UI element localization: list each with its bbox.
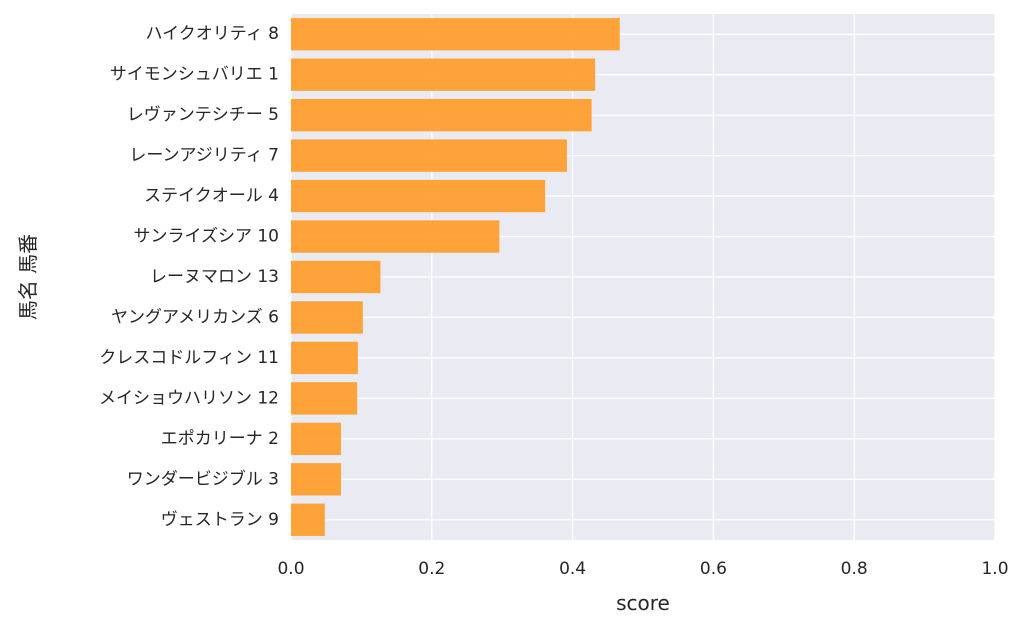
bar (291, 382, 358, 415)
y-tick-label: メイショウハリソン 12 (99, 388, 279, 408)
y-tick-label: ハイクオリティ 8 (145, 24, 279, 44)
x-tick-labels: 0.0 0.2 0.4 0.6 0.8 1.0 (277, 559, 1008, 579)
bars (291, 18, 620, 536)
bar (291, 260, 381, 294)
bar (291, 301, 363, 334)
bar (291, 422, 341, 456)
bar (291, 58, 596, 91)
y-axis-title: 馬名 馬番 (16, 234, 40, 320)
x-tick-label: 0.6 (700, 559, 727, 579)
y-tick-label: レーヌマロン 13 (150, 267, 279, 287)
bar (291, 139, 567, 172)
bar (291, 503, 325, 536)
bar (291, 179, 546, 213)
x-tick-label: 0.8 (841, 559, 868, 579)
x-axis-title: score (616, 591, 670, 615)
y-tick-label: ヤングアメリカンズ 6 (111, 307, 279, 327)
y-tick-label: レヴァンテシチー 5 (127, 105, 279, 125)
bar (291, 220, 500, 253)
x-tick-label: 0.4 (559, 559, 586, 579)
bar (291, 463, 341, 496)
y-tick-label: クレスコドルフィン 11 (99, 348, 279, 368)
y-tick-label: ワンダービジブル 3 (127, 468, 279, 489)
y-tick-label: レーンアジリティ 7 (129, 146, 279, 166)
y-tick-label: ステイクオール 4 (144, 186, 279, 206)
x-tick-label: 1.0 (981, 559, 1008, 579)
bar (291, 341, 358, 375)
y-tick-label: ヴェストラン 9 (161, 510, 279, 530)
y-tick-label: エポカリーナ 2 (161, 429, 279, 449)
y-tick-label: サンライズシア 10 (133, 227, 279, 247)
bar (291, 18, 620, 51)
bar (291, 98, 592, 132)
y-tick-label: サイモンシュバリエ 1 (110, 65, 279, 85)
y-tick-labels: ハイクオリティ 8 サイモンシュバリエ 1 レヴァンテシチー 5 レーンアジリティ 7… (99, 24, 279, 530)
x-tick-label: 0.2 (418, 559, 445, 579)
x-tick-label: 0.0 (277, 559, 304, 579)
